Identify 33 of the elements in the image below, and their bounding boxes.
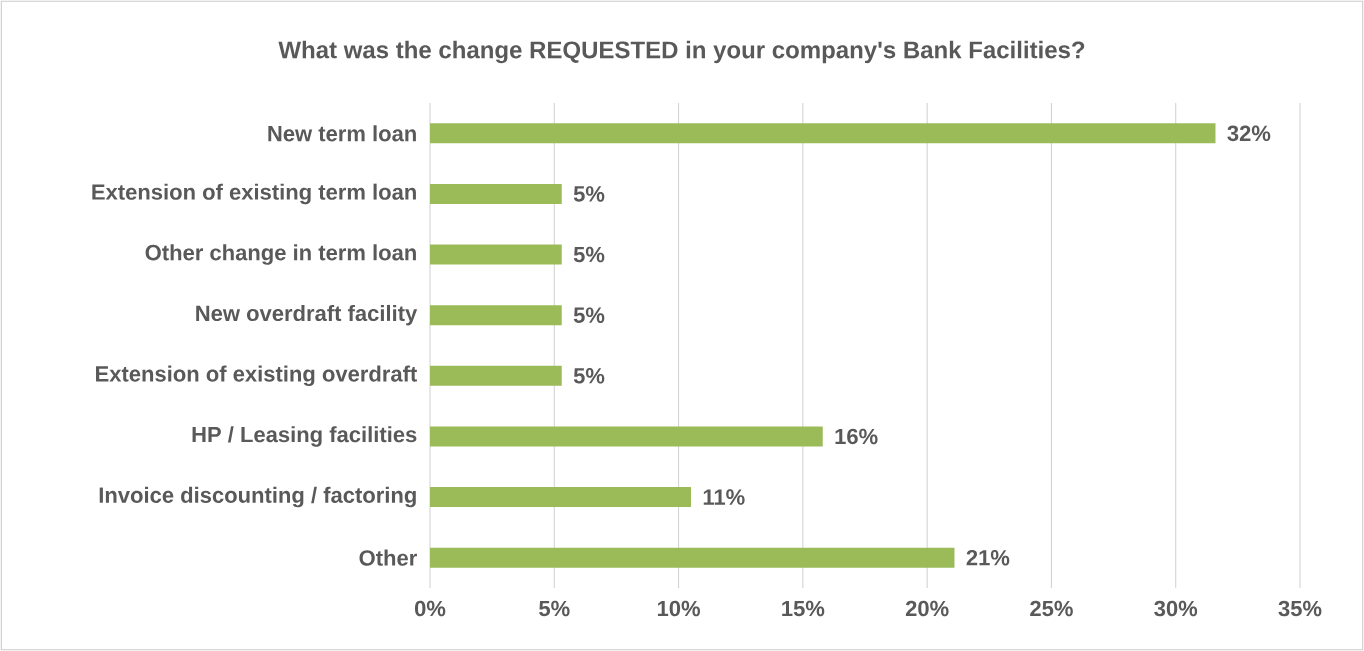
x-tick-label: 20% <box>905 600 949 617</box>
y-tick-label: New term loan <box>268 125 416 142</box>
x-tick-label: 5% <box>539 600 570 617</box>
y-tick-label: Other change in term loan <box>145 244 416 265</box>
data-label: 5% <box>573 307 605 323</box>
y-tick-label: Extension of existing term loan <box>92 183 416 205</box>
data-label: 21% <box>966 549 1010 566</box>
x-tick-label: 10% <box>657 600 701 617</box>
y-tick-label: HP / Leasing facilities <box>192 426 417 447</box>
bar <box>430 547 955 568</box>
bar <box>430 305 562 326</box>
data-label: 16% <box>835 428 878 445</box>
y-tick-label: Other <box>359 549 417 566</box>
bar <box>430 365 562 386</box>
bar <box>430 244 562 265</box>
y-tick-label: Extension of existing overdraft <box>96 365 417 387</box>
data-label: 5% <box>573 186 605 202</box>
bar <box>430 123 1216 144</box>
data-label: 11% <box>703 489 745 505</box>
x-tick-label: 15% <box>782 600 825 617</box>
y-tick-label: New overdraft facility <box>196 304 418 326</box>
data-label: 5% <box>573 368 605 384</box>
data-label: 5% <box>573 246 605 263</box>
x-tick-label: 0% <box>414 600 446 617</box>
x-tick-label: 25% <box>1030 600 1073 617</box>
data-label: 32% <box>1227 125 1271 142</box>
bar <box>430 426 823 447</box>
y-tick-label: Invoice discounting / factoring <box>99 486 416 508</box>
x-tick-label: 30% <box>1154 600 1198 617</box>
x-tick-label: 35% <box>1278 600 1322 617</box>
bar <box>430 183 562 204</box>
bar <box>430 487 691 508</box>
chart-title: What was the change REQUESTED in your company's Bank Facilities? <box>278 40 1085 64</box>
